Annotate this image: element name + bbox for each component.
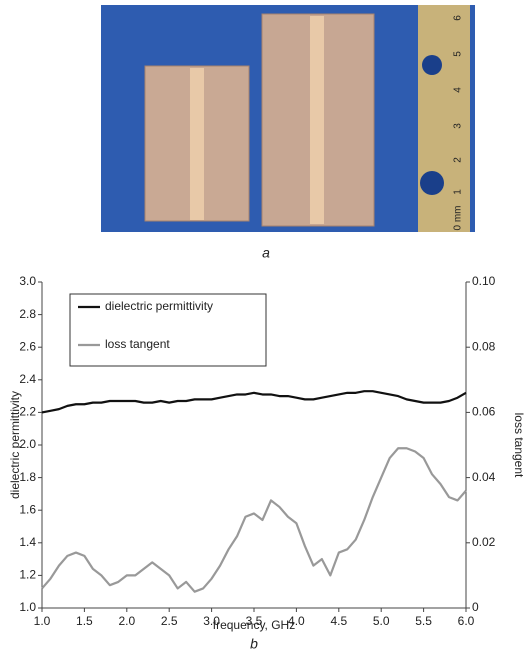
strip bbox=[310, 16, 324, 224]
y-axis-label: dielectric permittivity bbox=[8, 391, 22, 499]
y2-tick-label: 0 bbox=[472, 600, 479, 614]
x-tick-label: 5.5 bbox=[415, 614, 432, 628]
y2-tick-label: 0.10 bbox=[472, 274, 496, 288]
y-tick-label: 1.0 bbox=[19, 600, 36, 614]
x-tick-label: 5.0 bbox=[373, 614, 390, 628]
x-tick-label: 1.0 bbox=[34, 614, 51, 628]
y-tick-label: 2.8 bbox=[19, 307, 36, 321]
x-tick-label: 2.0 bbox=[118, 614, 135, 628]
x-tick-label: 2.5 bbox=[161, 614, 178, 628]
y2-tick-label: 0.06 bbox=[472, 405, 496, 419]
legend bbox=[69, 293, 267, 367]
strip bbox=[190, 68, 204, 220]
y-tick-label: 1.8 bbox=[19, 470, 36, 484]
x-tick-label: 3.0 bbox=[203, 614, 220, 628]
x-tick-label: 1.5 bbox=[76, 614, 93, 628]
ruler bbox=[418, 5, 470, 232]
ruler-label: 0 mm bbox=[453, 206, 464, 231]
y-tick-label: 2.6 bbox=[19, 339, 36, 353]
x-tick-label: 4.5 bbox=[330, 614, 347, 628]
ruler-label: 4 bbox=[453, 87, 464, 93]
y2-tick-label: 0.04 bbox=[472, 470, 496, 484]
y-tick-label: 1.4 bbox=[19, 535, 36, 549]
caption: a bbox=[262, 245, 270, 261]
caption: b bbox=[250, 636, 258, 652]
x-tick-label: 4.0 bbox=[288, 614, 305, 628]
y-tick-label: 3.0 bbox=[19, 274, 36, 288]
y-tick-label: 2.2 bbox=[19, 405, 36, 419]
ruler-hole bbox=[422, 55, 442, 75]
y-tick-label: 2.4 bbox=[19, 372, 36, 386]
y-tick-label: 1.6 bbox=[19, 502, 36, 516]
x-axis-label: frequency, GHz bbox=[213, 618, 295, 632]
ruler-label: 2 bbox=[453, 157, 464, 163]
series-line bbox=[41, 447, 467, 593]
ruler-hole bbox=[420, 171, 444, 195]
x-tick-label: 6.0 bbox=[458, 614, 475, 628]
ruler-label: 6 bbox=[453, 15, 464, 21]
y-tick-label: 1.2 bbox=[19, 568, 36, 582]
series-line bbox=[41, 390, 467, 414]
legend-label: dielectric permittivity bbox=[105, 299, 213, 313]
y-tick-label: 2.0 bbox=[19, 437, 36, 451]
ruler-label: 1 bbox=[453, 189, 464, 195]
legend-label: loss tangent bbox=[105, 337, 170, 351]
y2-tick-label: 0.02 bbox=[472, 535, 496, 549]
x-tick-label: 3.5 bbox=[246, 614, 263, 628]
y2-axis-label: loss tangent bbox=[512, 413, 526, 478]
photo: 6 5 4 3 2 1 0 mm bbox=[101, 5, 475, 232]
ruler-label: 5 bbox=[453, 51, 464, 57]
y2-tick-label: 0.08 bbox=[472, 339, 496, 353]
ruler-label: 3 bbox=[453, 123, 464, 129]
